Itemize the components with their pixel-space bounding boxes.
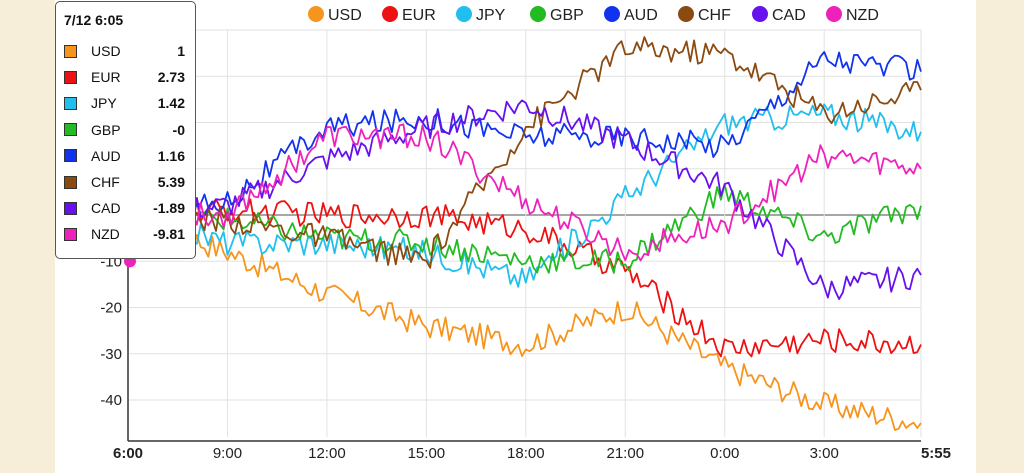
series-line-chf <box>127 36 922 269</box>
tooltip-swatch <box>64 227 77 241</box>
tooltip-value: 5.39 <box>157 174 185 191</box>
tooltip-currency-label: EUR <box>91 69 121 86</box>
tooltip-swatch <box>64 201 77 215</box>
x-tick-label: 12:00 <box>308 445 346 462</box>
tooltip-value: -9.81 <box>153 226 185 243</box>
tooltip-currency-label: USD <box>91 43 121 60</box>
legend-label-gbp: GBP <box>550 7 584 24</box>
tooltip-row-usd: USD 1 <box>64 38 185 64</box>
tooltip-row-aud: AUD 1.16 <box>64 143 185 169</box>
legend-swatch-eur <box>382 6 398 22</box>
tooltip-value: 1.16 <box>157 147 185 164</box>
tooltip: 7/12 6:05 USD 1 EUR 2.73 JPY 1.42 GBP -0 AUD 1.16… <box>55 1 196 259</box>
series-line-gbp <box>127 183 922 274</box>
legend-swatch-usd <box>308 6 324 22</box>
x-tick-label: 0:00 <box>710 445 739 462</box>
tooltip-value: 1.42 <box>157 95 185 112</box>
tooltip-swatch <box>64 149 77 163</box>
legend-label-nzd: NZD <box>846 7 879 24</box>
tooltip-swatch <box>64 123 77 137</box>
legend-label-eur: EUR <box>402 7 436 24</box>
y-tick-label: -30 <box>100 346 122 363</box>
tooltip-currency-label: CAD <box>91 200 121 217</box>
tooltip-value: -1.89 <box>153 200 185 217</box>
legend-swatch-aud <box>604 6 620 22</box>
legend-label-cad: CAD <box>772 7 806 24</box>
tooltip-currency-label: JPY <box>91 95 117 112</box>
chart-panel <box>55 0 976 473</box>
legend-label-aud: AUD <box>624 7 658 24</box>
x-tick-label: 5:55 <box>921 445 951 462</box>
tooltip-row-gbp: GBP -0 <box>64 117 185 143</box>
legend-swatch-nzd <box>826 6 842 22</box>
legend-label-chf: CHF <box>698 7 731 24</box>
tooltip-currency-label: NZD <box>91 226 120 243</box>
tooltip-row-chf: CHF 5.39 <box>64 169 185 195</box>
series-line-nzd <box>127 123 922 262</box>
tooltip-swatch <box>64 96 77 110</box>
legend: USD EUR JPY GBP AUD CHF CAD NZD <box>308 6 879 24</box>
y-tick-label: -40 <box>100 392 122 409</box>
tooltip-row-cad: CAD -1.89 <box>64 195 185 221</box>
series-line-aud <box>127 51 922 225</box>
legend-swatch-cad <box>752 6 768 22</box>
legend-swatch-chf <box>678 6 694 22</box>
legend-swatch-jpy <box>456 6 472 22</box>
tooltip-currency-label: AUD <box>91 147 121 164</box>
tooltip-currency-label: GBP <box>91 121 121 138</box>
x-tick-label: 21:00 <box>607 445 645 462</box>
tooltip-row-jpy: JPY 1.42 <box>64 90 185 116</box>
x-tick-label: 15:00 <box>408 445 446 462</box>
x-tick-label: 3:00 <box>810 445 839 462</box>
legend-label-usd: USD <box>328 7 362 24</box>
legend-label-jpy: JPY <box>476 7 506 24</box>
series-line-eur <box>127 198 922 358</box>
y-tick-label: -20 <box>100 300 122 317</box>
tooltip-swatch <box>64 70 77 84</box>
tooltip-row-eur: EUR 2.73 <box>64 64 185 90</box>
tooltip-title: 7/12 6:05 <box>64 12 124 28</box>
x-tick-label: 6:00 <box>113 445 143 462</box>
x-tick-label: 9:00 <box>213 445 242 462</box>
x-tick-label: 18:00 <box>507 445 545 462</box>
tooltip-row-nzd: NZD -9.81 <box>64 221 185 247</box>
series-lines <box>124 36 922 431</box>
tooltip-value: 2.73 <box>157 69 185 86</box>
tooltip-swatch <box>64 175 77 189</box>
tooltip-value: 1 <box>177 43 185 60</box>
legend-swatch-gbp <box>530 6 546 22</box>
series-line-usd <box>127 205 922 431</box>
tooltip-currency-label: CHF <box>91 174 120 191</box>
tooltip-value: -0 <box>172 121 185 138</box>
series-line-cad <box>127 99 922 300</box>
series-line-jpy <box>127 103 922 288</box>
tooltip-swatch <box>64 44 77 58</box>
